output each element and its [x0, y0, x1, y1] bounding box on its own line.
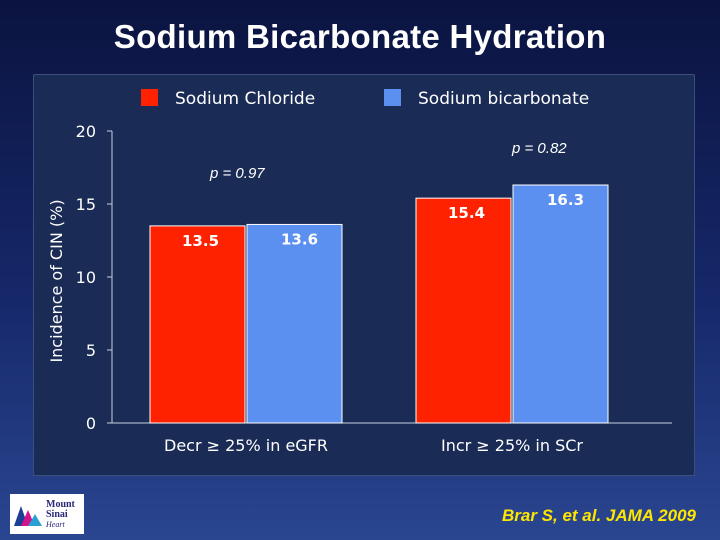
- logo-text: Mount Sinai Heart: [46, 500, 75, 530]
- bar-1-1: [149, 225, 246, 424]
- slide-title: Sodium Bicarbonate Hydration: [113, 18, 607, 55]
- x-tick-label-2: Incr ≥ 25% in SCr: [441, 436, 583, 455]
- data-label-1-2: 13.6: [281, 230, 318, 248]
- y-tick-label: 20: [76, 122, 96, 141]
- bar-chart: Sodium Chloride Sodium bicarbonate 0 5 10 15 2…: [47, 89, 672, 455]
- legend-label-2: Sodium bicarbonate: [418, 89, 589, 109]
- legend-label-1: Sodium Chloride: [175, 89, 315, 109]
- y-axis-title: Incidence of CIN (%): [47, 199, 66, 362]
- citation: Brar S, et al. JAMA 2009: [501, 506, 696, 525]
- legend-swatch-1: [141, 89, 158, 106]
- logo-line-3: Heart: [46, 520, 65, 529]
- x-tick-label-1: Decr ≥ 25% in eGFR: [164, 436, 328, 455]
- bar-2-1: [415, 197, 512, 424]
- mount-sinai-logo: Mount Sinai Heart: [10, 494, 84, 534]
- logo-line-2: Sinai: [46, 509, 68, 520]
- logo-line-1: Mount: [46, 499, 75, 510]
- data-label-1-1: 13.5: [182, 232, 219, 250]
- logo-mark-icon: [14, 506, 42, 526]
- data-label-2-2: 16.3: [547, 191, 584, 209]
- y-tick-label: 15: [76, 195, 96, 214]
- y-tick-label: 5: [86, 341, 96, 360]
- y-tick-label: 10: [76, 268, 96, 287]
- bar-2-2: [512, 184, 609, 424]
- y-tick-label: 0: [86, 414, 96, 433]
- p-value-annotation-2: p = 0.82: [511, 140, 567, 157]
- chart-panel: Sodium Chloride Sodium bicarbonate 0 5 10 15 2…: [33, 74, 695, 476]
- bar-1-2: [246, 223, 343, 424]
- p-value-annotation-1: p = 0.97: [209, 165, 265, 182]
- legend-swatch-2: [384, 89, 401, 106]
- data-label-2-1: 15.4: [448, 204, 485, 222]
